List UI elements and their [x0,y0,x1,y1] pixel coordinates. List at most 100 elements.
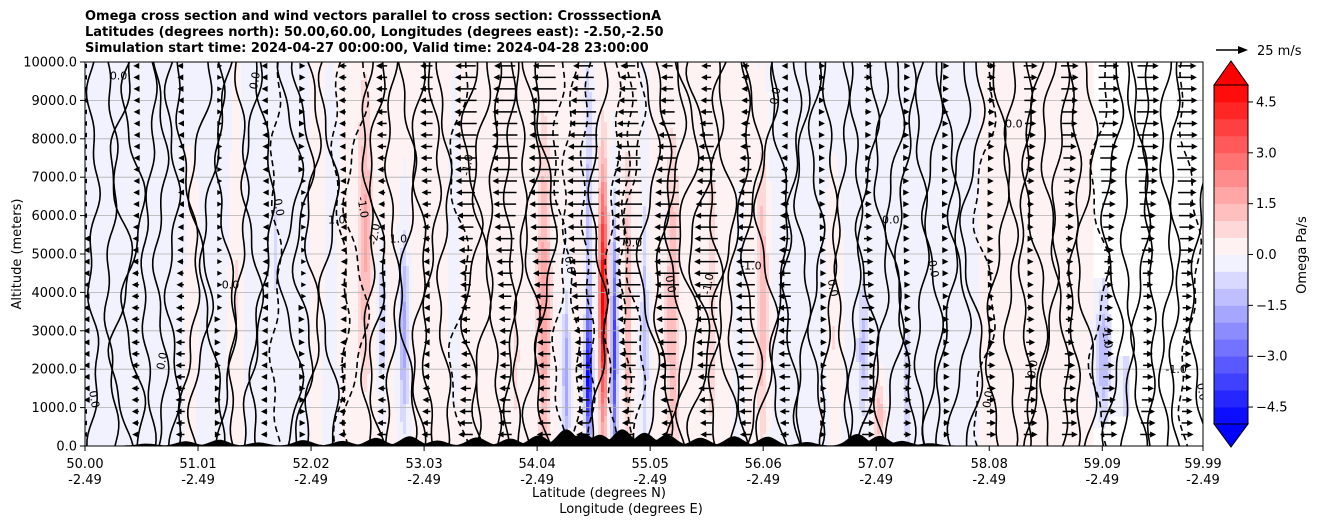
wind-arrow-head [741,62,748,69]
omega-cell [337,350,359,357]
omega-cell [640,158,650,165]
omega-cell [187,260,200,267]
omega-cell [586,416,590,423]
omega-cell [769,302,773,309]
contour-line [674,62,700,446]
wind-arrow-head [340,201,347,208]
wind-arrow-head [576,396,583,403]
omega-cell [841,428,872,435]
omega-cell [604,272,608,279]
omega-cell [310,308,323,315]
omega-cell [370,302,377,309]
omega-cell [196,158,230,165]
omega-cell [406,314,410,321]
omega-cell [241,116,311,123]
omega-cell [457,110,542,117]
wind-arrow-head [576,385,583,392]
wind-arrow-head [820,385,827,392]
omega-cell [679,428,734,435]
wind-arrow-head [781,131,788,138]
wind-arrow-head [457,212,464,219]
omega-cell [394,338,401,345]
omega-cell [550,392,560,399]
omega-cell [610,434,614,441]
omega-cell [592,152,596,159]
wind-arrow-head [575,350,582,357]
omega-cell [640,338,644,345]
wind-arrow-head [739,166,746,173]
wind-arrow [217,213,223,219]
omega-cell [565,302,569,309]
omega-cell [640,248,644,255]
omega-cell [373,248,380,255]
omega-cell [199,194,230,201]
omega-cell [766,344,770,351]
omega-cell [610,254,614,261]
omega-cell [628,392,632,399]
omega-cell [565,224,569,231]
wind-arrow-head [738,385,745,392]
omega-cell [766,230,773,237]
omega-cell [274,254,278,261]
omega-cell [541,290,548,297]
omega-cell [322,434,341,441]
omega-cell [610,320,614,327]
omega-cell [844,290,860,297]
omega-cell [631,278,641,285]
omega-cell [643,314,647,321]
omega-cell [736,206,746,213]
omega-cell [592,284,596,291]
omega-cell [517,374,539,381]
omega-cell [757,368,761,375]
omega-cell [586,182,590,189]
omega-cell [322,350,338,357]
omega-cell [646,392,653,399]
omega-cell [640,194,650,201]
omega-cell [610,338,614,345]
omega-cell [679,296,710,303]
omega-cell [85,74,233,81]
wind-arrow-head [421,431,428,438]
omega-cell [595,68,641,75]
omega-cell [601,302,605,309]
omega-cell [409,176,449,183]
omega-cell [1093,308,1100,315]
omega-cell [385,392,395,399]
omega-cell [649,110,770,117]
omega-cell [364,242,368,249]
omega-cell [85,392,185,399]
omega-cell [598,260,602,267]
wind-arrow-head [819,235,826,242]
omega-cell [877,428,881,435]
omega-cell [370,140,452,147]
omega-cell [409,314,413,321]
omega-cell [553,314,560,321]
wind-arrow-head [422,385,429,392]
omega-cell [370,266,374,273]
omega-cell [448,278,461,285]
omega-cell [679,224,710,231]
omega-cell [310,344,323,351]
omega-cell [862,410,866,417]
omega-cell [769,254,773,261]
omega-cell [406,266,410,273]
omega-cell [664,278,668,285]
wind-arrow-head [214,316,221,323]
omega-cell [979,284,1094,291]
wind-arrow-head [177,224,184,231]
omega-cell [451,380,461,387]
omega-cell [862,320,866,327]
omega-cell [844,272,980,279]
omega-cell [238,266,245,273]
wind-arrow-head [298,131,305,138]
omega-cell [379,242,386,249]
omega-cell [865,278,980,285]
wind-arrow-head [619,362,626,369]
omega-cell [457,122,542,129]
omega-cell [586,122,593,129]
omega-cell [601,272,605,279]
omega-cell [364,200,368,207]
omega-cell [460,278,536,285]
wind-arrow-head [175,419,182,426]
omega-cell [241,104,311,111]
